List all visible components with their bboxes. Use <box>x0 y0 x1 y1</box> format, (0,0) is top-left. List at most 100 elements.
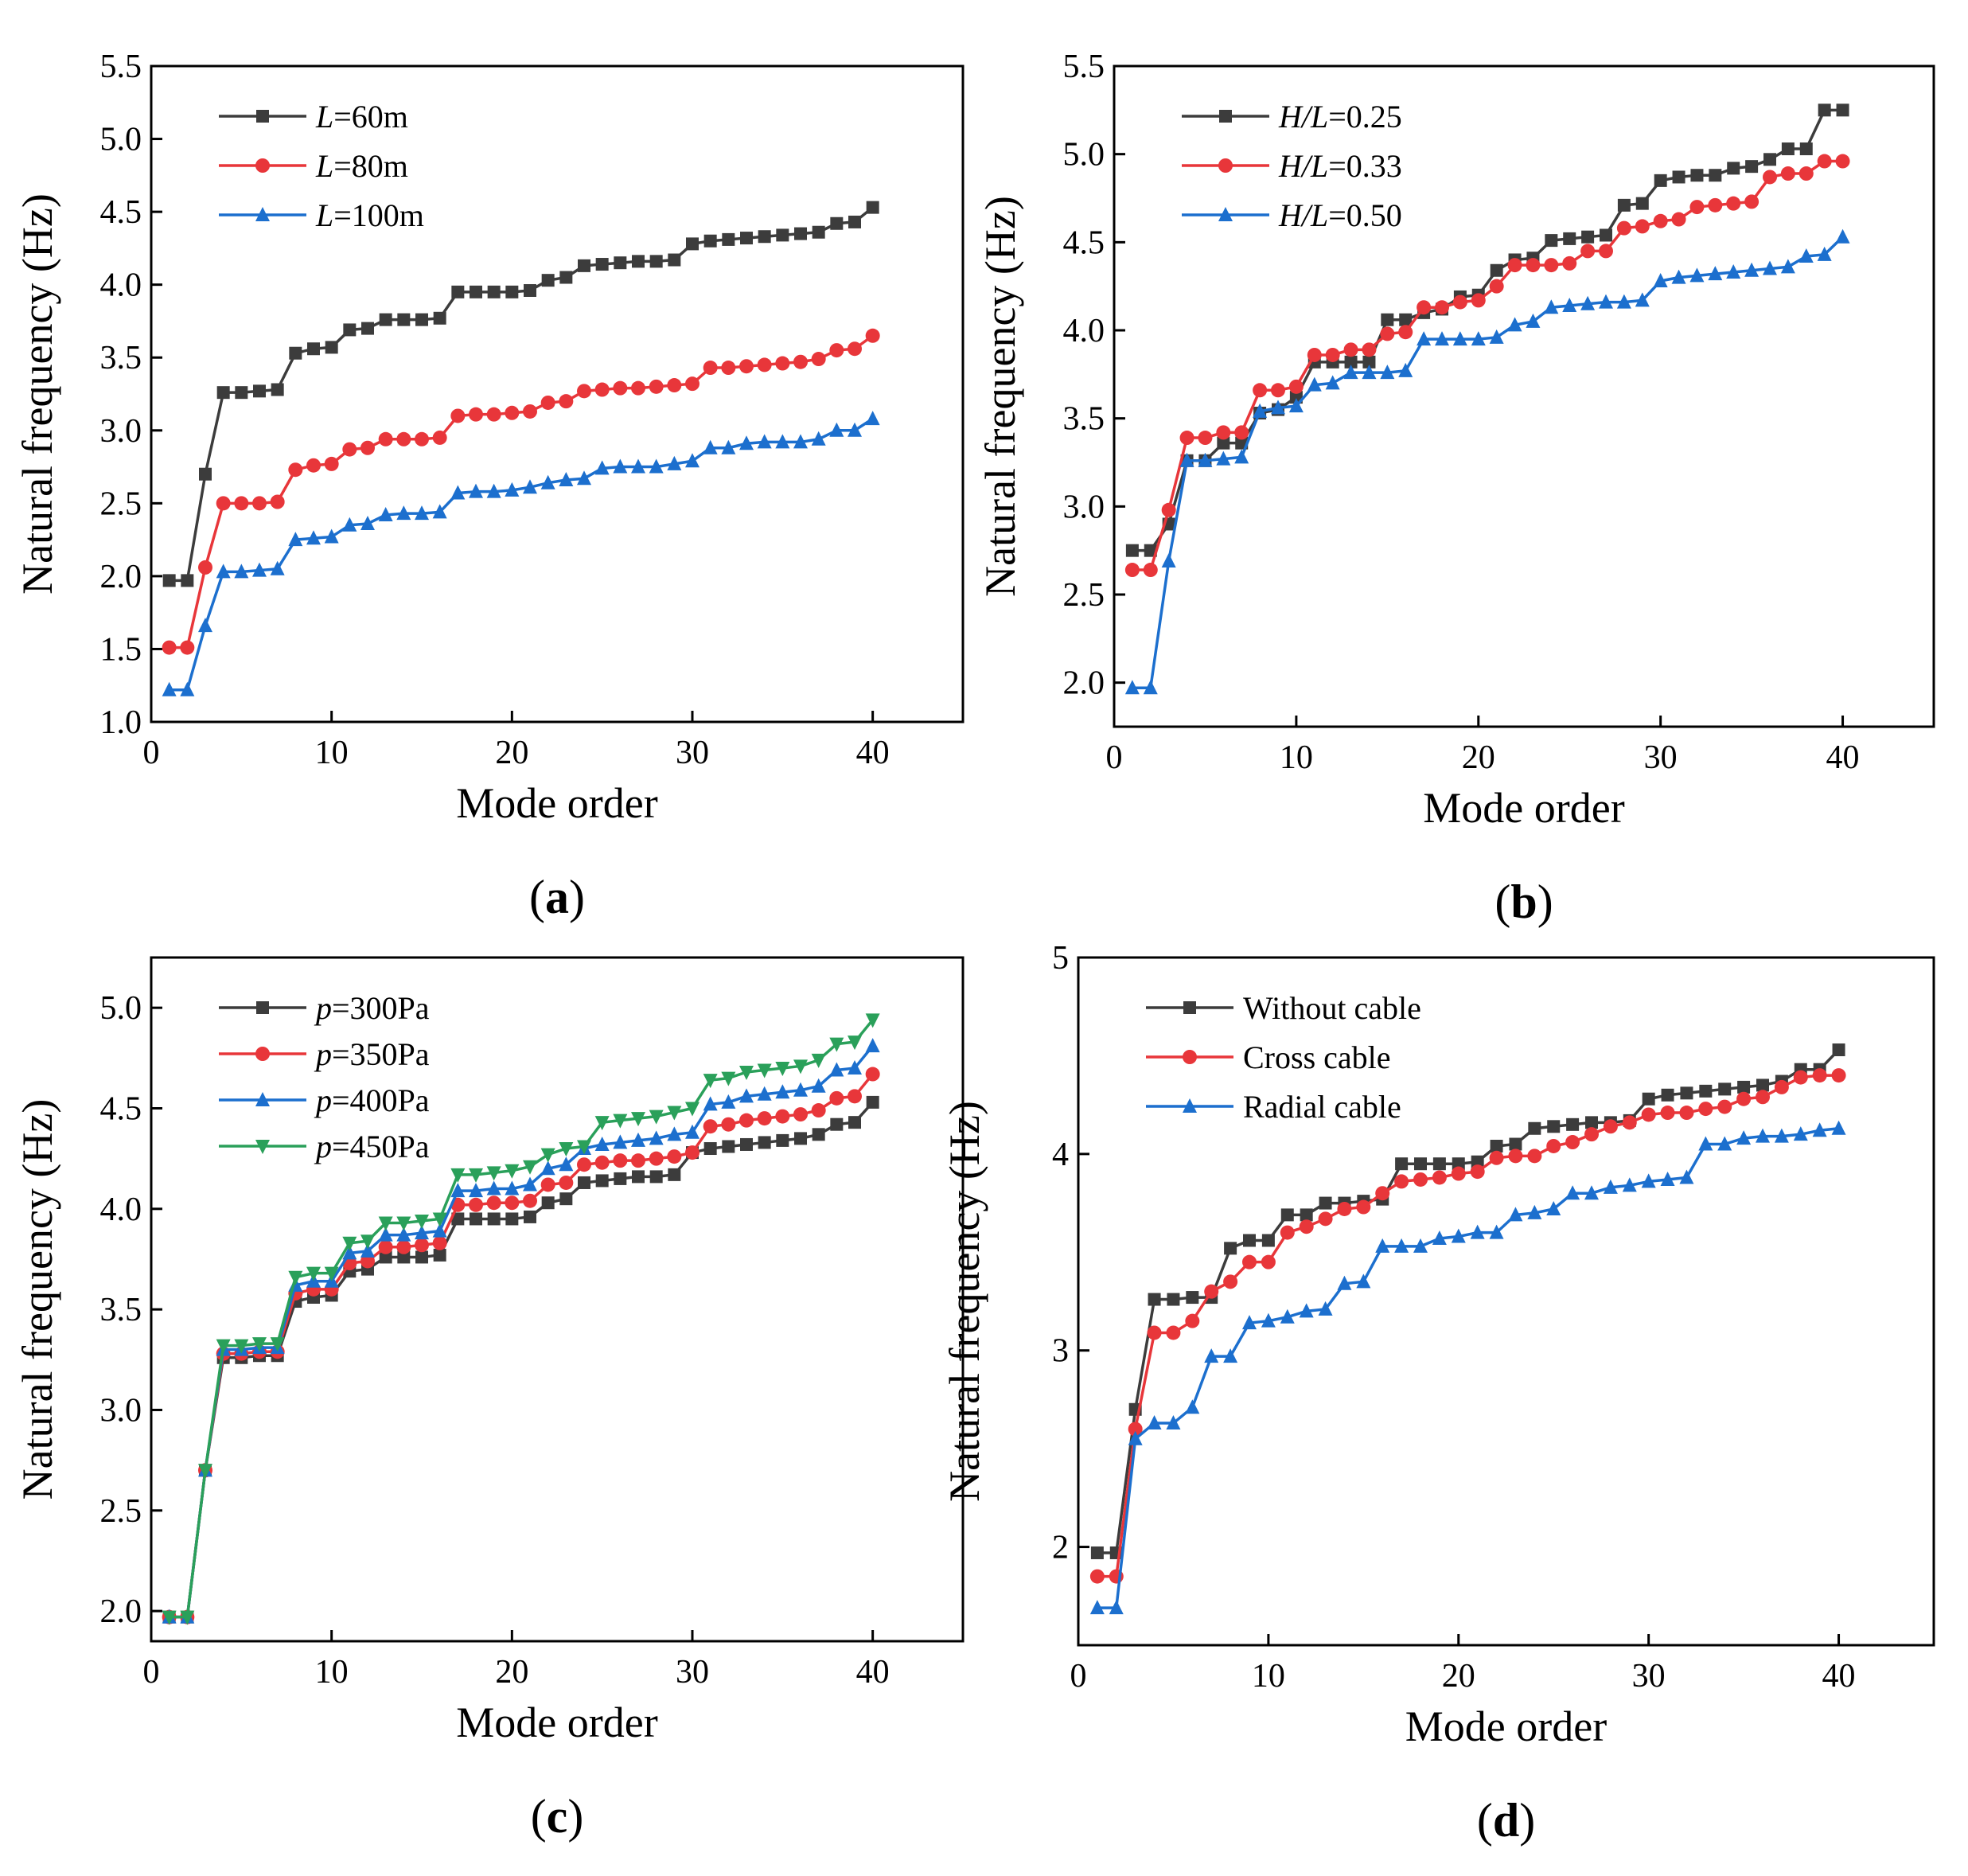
panel-label: (b) <box>1495 876 1553 928</box>
chart-0-series-1-point-30 <box>703 361 718 376</box>
chart-0-series-0-point-38 <box>848 215 861 228</box>
chart-1-series-0-point-33 <box>1727 162 1740 175</box>
chart-3-series-0-point-17 <box>1414 1157 1427 1171</box>
chart-1-series-0-point-30 <box>1672 170 1685 184</box>
chart-0-series-1-point-39 <box>865 328 880 343</box>
chart-0-series-1-point-7 <box>288 462 303 478</box>
x-tick-label: 30 <box>676 1654 709 1691</box>
legend-text: =450Pa <box>332 1129 430 1164</box>
chart-0-series-0-point-4 <box>235 386 248 400</box>
legend-var: p <box>314 1082 332 1118</box>
chart-1-series-1-point-22 <box>1526 258 1541 273</box>
chart-1-series-0-point-32 <box>1709 169 1722 182</box>
x-tick-label: 40 <box>856 735 890 771</box>
chart-1-series-0-point-36 <box>1781 142 1795 156</box>
chart-2-series-3-point-18 <box>486 1166 501 1181</box>
chart-0-series-1-point-0 <box>162 640 177 655</box>
chart-2-series-1-point-21 <box>540 1177 555 1192</box>
chart-0-series-1-point-19 <box>505 405 520 420</box>
chart-1-series-1-point-34 <box>1744 194 1760 209</box>
chart-0-series-1-point-38 <box>848 341 862 357</box>
chart-2-series-1-point-11 <box>360 1254 375 1269</box>
x-tick-label: 0 <box>1070 1658 1087 1695</box>
chart-1-series-0-point-39 <box>1836 103 1849 117</box>
series-line <box>169 1045 875 1619</box>
chart-3-series-2-point-17 <box>1413 1238 1428 1253</box>
chart-1-series-1-point-9 <box>1288 379 1304 394</box>
chart-1-series-2-point-2 <box>1161 552 1176 567</box>
chart-0-series-0-point-legend <box>256 110 269 123</box>
chart-2-series-2-point-35 <box>793 1082 808 1097</box>
chart-0-series-0-point-14 <box>415 313 428 326</box>
chart-3-series-1-point-15 <box>1375 1186 1390 1201</box>
chart-3-series-0-point-30 <box>1661 1088 1674 1102</box>
chart-3-series-0-point-24 <box>1547 1120 1561 1133</box>
x-tick-label: 20 <box>495 735 528 771</box>
chart-0-series-2-point-26 <box>631 458 645 474</box>
legend-text: =0.25 <box>1328 99 1402 135</box>
chart-0-series-2-point-32 <box>739 435 754 450</box>
chart-1-series-1-point-37 <box>1798 166 1814 181</box>
chart-3-series-2-point-16 <box>1394 1238 1409 1253</box>
chart-0-series-0-point-3 <box>216 386 230 400</box>
chart-0-series-1-point-13 <box>396 431 411 447</box>
chart-3-series-2-point-legend <box>1183 1098 1197 1113</box>
chart-3-series-1-point-16 <box>1394 1174 1409 1189</box>
chart-1-series-2-point-32 <box>1708 266 1723 281</box>
chart-3-series-2-point-12 <box>1318 1301 1333 1316</box>
chart-2-series-2-point-27 <box>649 1130 664 1145</box>
chart-1-series-1-point-27 <box>1616 220 1631 236</box>
chart-0-series-0-point-11 <box>361 322 374 335</box>
chart-0-series-0-point-18 <box>487 285 501 298</box>
chart-2-series-3-point-36 <box>811 1053 826 1068</box>
chart-3-series-2-point-32 <box>1698 1136 1713 1151</box>
chart-2-series-3-point-16 <box>450 1168 466 1183</box>
chart-1-series-0-point-34 <box>1745 160 1759 174</box>
legend-text: =0.50 <box>1328 197 1402 233</box>
chart-3-series-1-point-11 <box>1299 1219 1314 1234</box>
legend-label: L=100m <box>315 197 424 233</box>
chart-2-series-2-point-26 <box>631 1132 645 1147</box>
legend-var: L <box>315 99 333 135</box>
chart-1-series-2-point-19 <box>1471 331 1486 346</box>
chart-1-series-2-point-5 <box>1216 450 1231 466</box>
chart-3-series-0-point-12 <box>1319 1196 1332 1210</box>
chart-1-series-1-point-19 <box>1471 293 1486 308</box>
chart-3-series-2-point-29 <box>1641 1173 1656 1188</box>
chart-3-series-1-point-legend <box>1183 1050 1197 1064</box>
chart-3-series-2-point-9 <box>1261 1312 1276 1328</box>
chart-2-series-2-point-28 <box>667 1126 682 1141</box>
series-0 <box>162 201 879 587</box>
chart-1-series-0-point-23 <box>1545 234 1558 248</box>
chart-1-series-1-point-23 <box>1544 258 1559 273</box>
panel-letter: d <box>1493 1794 1519 1847</box>
x-tick-label: 0 <box>143 735 160 771</box>
chart-3-series-0-point-11 <box>1300 1208 1313 1222</box>
chart-3-series-2-point-24 <box>1546 1200 1561 1215</box>
y-tick-label: 4 <box>1052 1137 1069 1173</box>
chart-0-series-0-point-16 <box>451 285 465 298</box>
y-tick-label: 5.5 <box>1063 49 1105 85</box>
chart-3-series-2-point-4 <box>1166 1415 1181 1430</box>
chart-1-series-2-point-33 <box>1726 263 1741 279</box>
chart-3-series-2-point-0 <box>1089 1600 1105 1615</box>
chart-1-series-2-point-6 <box>1234 449 1249 464</box>
chart-1-series-1-point-3 <box>1179 431 1194 446</box>
chart-0-series-0-point-23 <box>578 259 590 272</box>
chart-3-series-0-point-39 <box>1832 1043 1845 1057</box>
chart-2-series-1-point-31 <box>721 1117 736 1132</box>
chart-3-series-0-point-9 <box>1261 1234 1275 1247</box>
chart-2-series-0-point-25 <box>614 1172 627 1185</box>
chart-2-series-1-point-17 <box>469 1197 483 1212</box>
chart-2-series-2-point-legend <box>255 1092 270 1106</box>
chart-3-series-1-point-39 <box>1831 1068 1846 1083</box>
chart-1-series-2-point-16 <box>1417 331 1432 346</box>
legend-var: L <box>315 197 333 233</box>
chart-1-series-1-point-21 <box>1507 258 1522 273</box>
chart-1-series-0-point-31 <box>1690 169 1704 182</box>
chart-0-series-1-point-6 <box>270 494 285 509</box>
chart-2-series-1-point-35 <box>793 1107 808 1122</box>
chart-1-series-1-point-0 <box>1124 563 1140 578</box>
x-axis-label: Mode order <box>1405 1702 1607 1750</box>
y-tick-label: 4.0 <box>100 267 142 304</box>
